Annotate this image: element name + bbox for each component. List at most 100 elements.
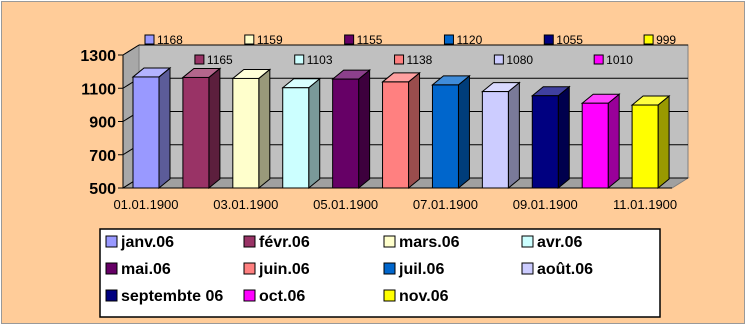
data-label-7: 1120 [443,33,483,47]
legend-swatch [243,235,256,248]
data-label-value: 1159 [257,33,283,47]
data-label-key [593,54,604,65]
bar-side [358,69,371,190]
data-label-key [643,34,654,45]
bar-side [258,68,271,190]
bar-front [332,78,360,189]
bar-5 [331,69,372,190]
bar-3 [231,68,272,190]
y-tick-label: 1300 [80,48,116,65]
legend-label: septembte 06 [121,288,223,305]
legend-swatch [105,262,118,275]
legend-item-2: févr.06 [243,234,310,251]
bar-10 [580,93,621,190]
legend-label: avr.06 [537,234,582,251]
bar-front [631,104,659,189]
legend-swatch [521,262,534,275]
legend-item-4: avr.06 [521,234,582,251]
bar-side [607,93,620,190]
legend-item-9: septembte 06 [105,288,223,305]
bar-front [531,95,559,189]
legend-label: févr.06 [259,234,310,251]
legend-item-10: oct.06 [243,288,305,305]
data-label-value: 1165 [207,53,233,67]
bar-4 [281,77,322,190]
data-label-key [344,34,355,45]
y-tick-label: 700 [89,148,116,165]
bar-8 [480,81,521,190]
bar-7 [431,74,471,190]
data-label-1: 1168 [144,33,183,47]
data-label-value: 999 [656,33,676,47]
legend-swatch [243,262,256,275]
x-tick-label: 05.01.1900 [313,197,378,212]
bar-front [132,76,160,189]
bar-2 [181,67,222,190]
data-label-11: 999 [643,33,676,47]
x-tick-label: 07.01.1900 [413,197,478,212]
legend-label: nov.06 [399,288,449,305]
bar-1 [131,66,172,190]
legend-label: mai.06 [121,261,171,278]
legend-swatch [383,289,396,302]
x-tick-label: 11.01.1900 [613,197,677,212]
data-label-value: 1080 [506,53,533,67]
data-label-3: 1159 [244,33,283,47]
data-label-value: 1010 [606,53,633,67]
data-label-10: 1010 [593,53,633,67]
data-label-value: 1168 [157,33,183,47]
bar-side [457,74,470,190]
data-label-9: 1055 [543,33,583,47]
data-label-key [194,54,205,65]
bar-side [408,71,421,190]
data-label-key [493,54,504,65]
legend-label: juin.06 [258,261,310,278]
bar-side [308,77,321,190]
legend-item-11: nov.06 [383,288,449,305]
bar-front [382,81,410,189]
y-tick-label: 1100 [81,81,116,98]
bar-front [481,91,509,189]
legend-label: janv.06 [120,234,174,251]
x-tick-label: 01.01.1900 [113,197,178,212]
bar-front [282,87,310,189]
data-label-key [294,54,305,65]
x-tick-label: 03.01.1900 [213,197,278,212]
legend-label: oct.06 [259,288,305,305]
legend-item-1: janv.06 [105,234,174,251]
gridline-side [122,44,140,56]
data-label-value: 1055 [556,33,583,47]
legend-item-8: août.06 [521,261,593,278]
bar-9 [530,85,571,190]
data-label-key [443,34,454,45]
legend-swatch [105,289,118,302]
bar-side [557,85,570,190]
data-label-value: 1138 [407,53,433,67]
data-label-value: 1120 [456,33,482,47]
bar-11 [630,94,671,190]
legend-item-3: mars.06 [383,234,460,251]
data-label-key [543,34,554,45]
legend-box [99,228,661,318]
data-label-value: 1155 [357,33,383,47]
x-tick-label: 09.01.1900 [513,197,578,212]
data-label-6: 1138 [394,53,433,67]
legend-label: août.06 [537,261,593,278]
legend-item-6: juin.06 [243,261,310,278]
bar-front [232,77,260,189]
legend-swatch [521,235,534,248]
y-tick-label: 900 [89,115,116,132]
legend-swatch [243,289,256,302]
bar-side [657,94,670,190]
legend-label: mars.06 [399,234,460,251]
bar-front [431,84,459,189]
bar-front [182,76,210,189]
legend-swatch [383,235,396,248]
bar-side [158,66,171,190]
bar-side [507,81,520,190]
bar-front [581,102,609,189]
data-label-2: 1165 [194,53,233,67]
data-label-4: 1103 [294,53,333,67]
legend-swatch [105,235,118,248]
data-label-value: 1103 [307,53,333,67]
